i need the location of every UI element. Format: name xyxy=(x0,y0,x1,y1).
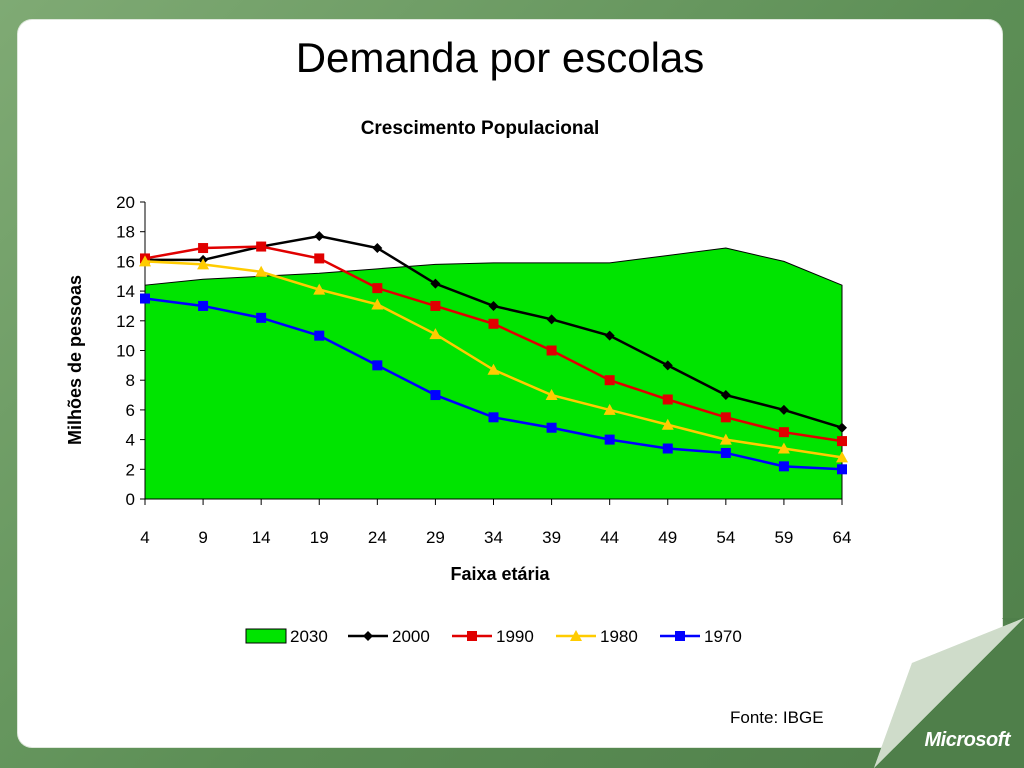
series-1980-point xyxy=(545,389,558,401)
series-1970-point xyxy=(140,293,150,304)
series-1970-point xyxy=(662,443,673,454)
series-1990-point xyxy=(372,283,383,294)
y-tick-label: 10 xyxy=(116,342,135,361)
page-curl-decoration xyxy=(874,618,1024,768)
y-tick-label: 2 xyxy=(126,460,135,479)
series-1990-point xyxy=(256,241,267,252)
y-tick-label: 4 xyxy=(126,431,135,450)
series-1990-point xyxy=(314,253,325,264)
x-tick-label: 54 xyxy=(716,528,735,547)
legend-label-2030: 2030 xyxy=(290,627,328,646)
series-1980-point xyxy=(603,403,616,415)
y-tick-label: 14 xyxy=(116,282,135,301)
series-1970-point xyxy=(720,447,731,458)
legend-label-1990: 1990 xyxy=(496,627,534,646)
legend-swatch-2030 xyxy=(245,628,287,644)
x-tick-label: 9 xyxy=(198,528,207,547)
series-1970-point xyxy=(256,312,267,323)
series-1980-point xyxy=(255,265,268,277)
microsoft-logo: Microsoft xyxy=(924,729,1011,751)
series-1970-point xyxy=(430,390,441,401)
y-tick-label: 16 xyxy=(116,252,135,271)
x-tick-label: 44 xyxy=(600,528,619,547)
series-1990-point xyxy=(546,345,557,356)
series-1970-point xyxy=(604,434,615,445)
x-tick-label: 4 xyxy=(140,528,149,547)
series-1980-point xyxy=(371,298,384,310)
series-2000-point xyxy=(372,243,383,254)
series-1990-point xyxy=(720,412,731,423)
x-tick-label: 24 xyxy=(368,528,387,547)
x-tick-label: 59 xyxy=(774,528,793,547)
series-1990-point xyxy=(488,318,499,329)
series-2000-point xyxy=(662,360,673,371)
source-note: Fonte: IBGE xyxy=(730,708,824,727)
x-tick-label: 49 xyxy=(658,528,677,547)
series-1970-point xyxy=(314,330,325,341)
series-1980-point xyxy=(139,255,151,267)
series-2000-point xyxy=(604,330,615,341)
series-1990-point xyxy=(198,243,209,254)
series-1970-point xyxy=(372,360,383,371)
legend-label-1970: 1970 xyxy=(704,627,742,646)
x-tick-label: 34 xyxy=(484,528,503,547)
y-axis-title: Milhões de pessoas xyxy=(65,275,85,445)
series-1980-point xyxy=(429,328,442,340)
series-1970-point xyxy=(778,461,789,472)
series-1980-point xyxy=(197,258,210,270)
x-tick-label: 29 xyxy=(426,528,445,547)
y-tick-label: 0 xyxy=(126,490,135,509)
series-2000-point xyxy=(778,404,789,415)
chart-title: Crescimento Populacional xyxy=(360,118,600,139)
x-axis-title: Faixa etária xyxy=(450,564,550,584)
legend-marker-1990 xyxy=(467,631,477,641)
y-tick-label: 18 xyxy=(116,223,135,242)
series-2000-point xyxy=(430,278,441,289)
x-tick-label: 14 xyxy=(252,528,271,547)
series-1970-point xyxy=(488,412,499,423)
legend-label-1980: 1980 xyxy=(600,627,638,646)
series-2000-point xyxy=(720,390,731,401)
series-1990-point xyxy=(778,427,789,438)
legend-marker-1970 xyxy=(675,631,685,641)
series-1980-point xyxy=(661,418,674,430)
series-1980-point xyxy=(836,451,848,463)
y-tick-label: 6 xyxy=(126,401,135,420)
x-tick-label: 19 xyxy=(310,528,329,547)
series-1970-point xyxy=(546,422,557,433)
legend-marker-1980 xyxy=(570,630,582,641)
series-2000-point xyxy=(837,422,847,433)
series-1990-point xyxy=(837,436,847,447)
series-2000-point xyxy=(488,300,499,311)
legend-label-2000: 2000 xyxy=(392,627,430,646)
legend-marker-2000 xyxy=(363,631,373,641)
series-1990-point xyxy=(430,300,441,311)
series-1970-point xyxy=(837,464,847,475)
series-1980-point xyxy=(313,283,326,295)
series-1980-point xyxy=(719,433,732,445)
series-1970-point xyxy=(198,300,209,311)
series-2000-point xyxy=(314,231,325,242)
x-tick-label: 39 xyxy=(542,528,561,547)
series-1980-point xyxy=(487,363,500,375)
series-1990-point xyxy=(662,394,673,405)
x-tick-label: 64 xyxy=(833,528,852,547)
slide-title: Demanda por escolas xyxy=(295,34,705,81)
y-tick-label: 8 xyxy=(126,371,135,390)
series-1980-point xyxy=(777,442,790,454)
y-tick-label: 12 xyxy=(116,312,135,331)
series-2000-point xyxy=(546,314,557,325)
y-tick-label: 20 xyxy=(116,193,135,212)
series-1990-point xyxy=(604,375,615,386)
